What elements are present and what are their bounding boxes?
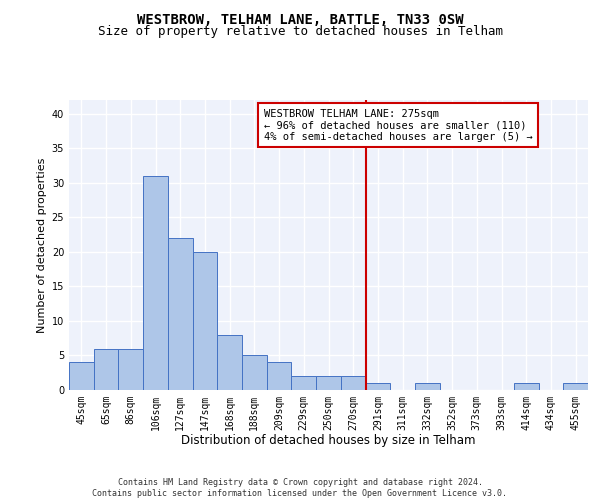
Text: Contains HM Land Registry data © Crown copyright and database right 2024.
Contai: Contains HM Land Registry data © Crown c… (92, 478, 508, 498)
Bar (242, 356, 267, 390)
Bar (94, 348, 118, 390)
Bar (341, 376, 365, 390)
Bar (193, 252, 217, 390)
Text: Size of property relative to detached houses in Telham: Size of property relative to detached ho… (97, 25, 503, 38)
Y-axis label: Number of detached properties: Number of detached properties (37, 158, 47, 332)
Bar (292, 376, 316, 390)
Bar (168, 238, 193, 390)
Bar (69, 362, 94, 390)
Bar (118, 348, 143, 390)
Bar (563, 383, 588, 390)
Bar (514, 383, 539, 390)
Bar (316, 376, 341, 390)
Bar (217, 335, 242, 390)
Bar (143, 176, 168, 390)
Text: WESTBROW, TELHAM LANE, BATTLE, TN33 0SW: WESTBROW, TELHAM LANE, BATTLE, TN33 0SW (137, 12, 463, 26)
Bar (267, 362, 292, 390)
X-axis label: Distribution of detached houses by size in Telham: Distribution of detached houses by size … (181, 434, 476, 448)
Bar (415, 383, 440, 390)
Bar (365, 383, 390, 390)
Text: WESTBROW TELHAM LANE: 275sqm
← 96% of detached houses are smaller (110)
4% of se: WESTBROW TELHAM LANE: 275sqm ← 96% of de… (263, 108, 532, 142)
